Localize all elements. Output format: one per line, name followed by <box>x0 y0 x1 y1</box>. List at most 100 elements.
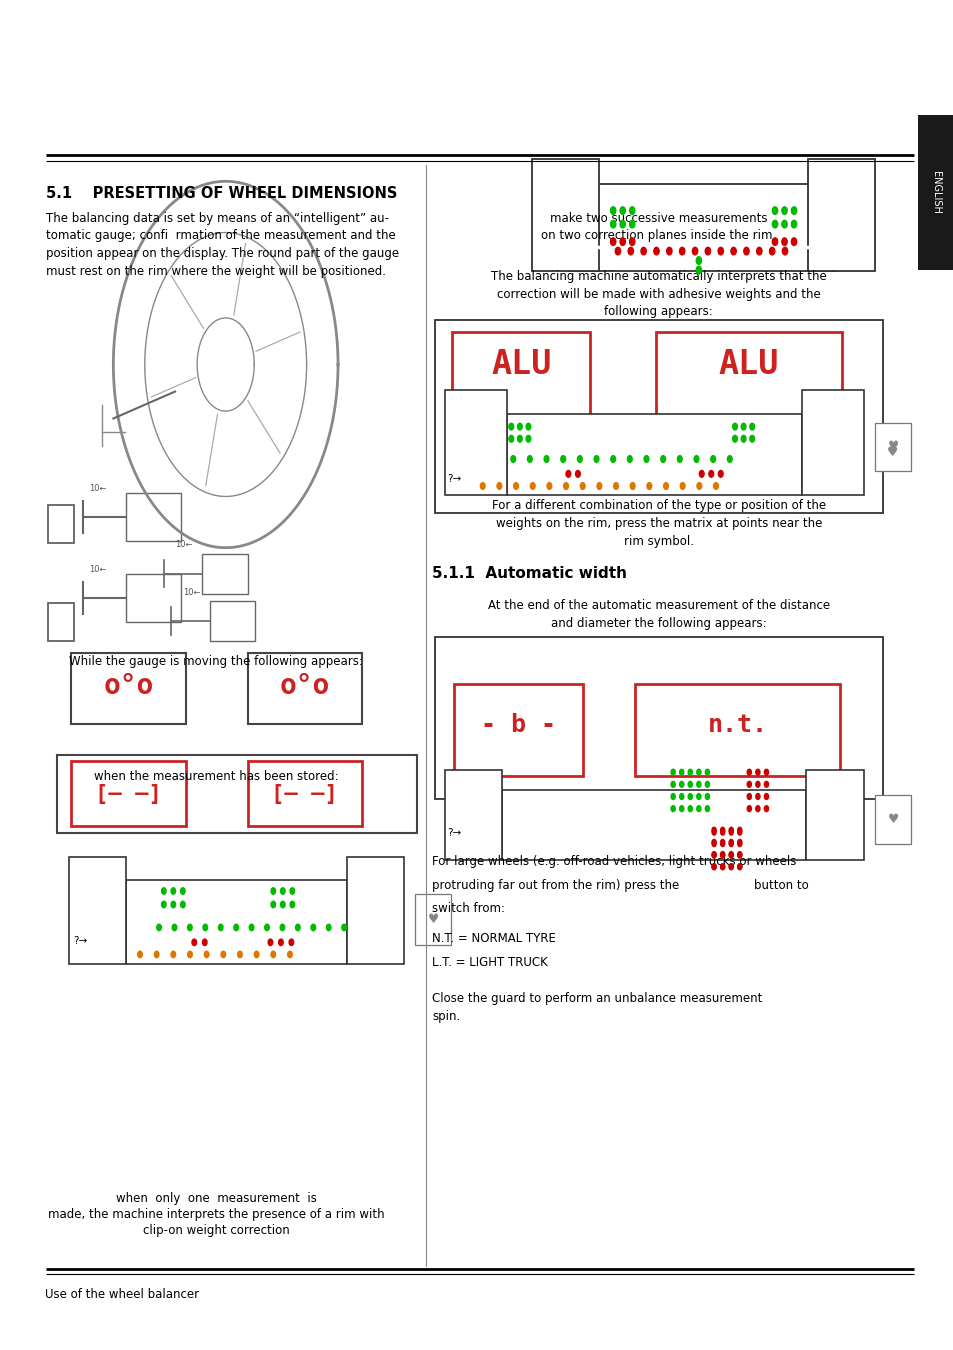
Text: ♥: ♥ <box>886 440 898 454</box>
Circle shape <box>670 769 675 775</box>
Text: Close the guard to perform an unbalance measurement: Close the guard to perform an unbalance … <box>432 992 761 1006</box>
Circle shape <box>629 238 634 246</box>
Circle shape <box>732 424 737 429</box>
Text: N.T. = NORMAL TYRE: N.T. = NORMAL TYRE <box>432 931 556 945</box>
Circle shape <box>271 888 275 894</box>
Circle shape <box>728 852 733 859</box>
Circle shape <box>202 940 207 945</box>
Circle shape <box>687 806 692 811</box>
Bar <box>48 603 74 641</box>
Bar <box>202 554 248 594</box>
Circle shape <box>679 247 684 255</box>
Bar <box>454 684 582 776</box>
Circle shape <box>530 483 535 490</box>
Text: 10←: 10← <box>183 587 200 597</box>
Circle shape <box>710 456 715 463</box>
Circle shape <box>728 864 733 869</box>
Circle shape <box>746 769 751 775</box>
Circle shape <box>517 424 521 429</box>
Circle shape <box>791 238 796 246</box>
Circle shape <box>720 829 724 836</box>
Circle shape <box>326 925 331 930</box>
Circle shape <box>781 247 787 255</box>
Circle shape <box>311 925 315 930</box>
Bar <box>532 159 598 271</box>
Circle shape <box>687 782 692 787</box>
Circle shape <box>755 782 760 787</box>
Circle shape <box>746 806 751 811</box>
Circle shape <box>679 769 683 775</box>
Circle shape <box>627 456 632 463</box>
Circle shape <box>161 888 166 894</box>
Bar <box>346 857 403 964</box>
Circle shape <box>280 902 285 907</box>
Circle shape <box>791 220 796 228</box>
Text: 10←: 10← <box>90 483 107 493</box>
Circle shape <box>696 806 700 811</box>
Circle shape <box>525 436 530 443</box>
Circle shape <box>737 852 741 859</box>
Circle shape <box>679 806 683 811</box>
Bar <box>48 505 74 543</box>
Text: spin.: spin. <box>432 1010 460 1023</box>
Circle shape <box>746 794 751 799</box>
Circle shape <box>527 456 532 463</box>
Circle shape <box>677 456 681 463</box>
Circle shape <box>679 794 683 799</box>
Circle shape <box>720 840 724 845</box>
Circle shape <box>627 247 633 255</box>
Circle shape <box>640 247 645 255</box>
Circle shape <box>171 952 175 957</box>
Circle shape <box>546 483 551 490</box>
Circle shape <box>233 925 238 930</box>
Text: ?→: ?→ <box>73 936 88 946</box>
Circle shape <box>188 925 192 930</box>
Circle shape <box>720 852 724 857</box>
Text: The balancing machine automatically interprets that the: The balancing machine automatically inte… <box>491 270 826 284</box>
Circle shape <box>720 841 724 846</box>
Text: L.T. = LIGHT TRUCK: L.T. = LIGHT TRUCK <box>432 956 547 969</box>
Circle shape <box>740 436 745 443</box>
Circle shape <box>704 782 709 787</box>
Circle shape <box>791 207 796 215</box>
Bar <box>656 332 841 421</box>
Circle shape <box>203 925 208 930</box>
Text: 5.1    PRESETTING OF WHEEL DIMENSIONS: 5.1 PRESETTING OF WHEEL DIMENSIONS <box>46 186 396 201</box>
Circle shape <box>172 925 176 930</box>
Circle shape <box>666 247 671 255</box>
Bar <box>801 390 862 495</box>
Circle shape <box>772 238 777 246</box>
Circle shape <box>711 852 716 859</box>
Circle shape <box>660 456 665 463</box>
Circle shape <box>171 888 175 894</box>
Circle shape <box>713 483 718 490</box>
Circle shape <box>290 888 294 894</box>
Text: weights on the rim, press the matrix at points near the: weights on the rim, press the matrix at … <box>496 517 821 531</box>
Circle shape <box>740 424 745 429</box>
Text: tomatic gauge; confi  rmation of the measurement and the: tomatic gauge; confi rmation of the meas… <box>46 230 395 243</box>
Text: The balancing data is set by means of an “intelligent” au-: The balancing data is set by means of an… <box>46 212 388 225</box>
Bar <box>126 493 181 541</box>
Text: n.t.: n.t. <box>707 713 766 737</box>
Text: protruding far out from the rim) press the: protruding far out from the rim) press t… <box>432 879 679 892</box>
Text: ♥: ♥ <box>427 913 438 926</box>
Circle shape <box>619 238 625 246</box>
Circle shape <box>613 483 618 490</box>
Circle shape <box>629 207 634 215</box>
Circle shape <box>525 424 530 429</box>
Circle shape <box>271 902 275 907</box>
Circle shape <box>341 925 346 930</box>
Circle shape <box>737 864 741 869</box>
Text: [— —]: [— —] <box>95 784 162 803</box>
Circle shape <box>630 483 635 490</box>
Circle shape <box>280 925 284 930</box>
Circle shape <box>781 220 786 228</box>
Circle shape <box>610 456 615 463</box>
Circle shape <box>711 829 716 836</box>
Text: 10←: 10← <box>90 564 107 574</box>
Circle shape <box>694 456 699 463</box>
Bar <box>635 684 839 776</box>
Circle shape <box>728 828 733 833</box>
Circle shape <box>289 940 294 945</box>
Circle shape <box>663 483 668 490</box>
